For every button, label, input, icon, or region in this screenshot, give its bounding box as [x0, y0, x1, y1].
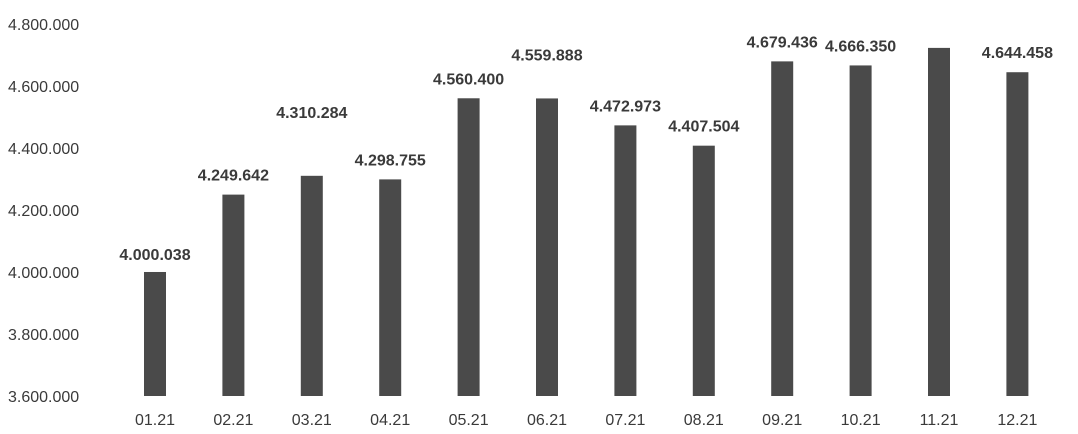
data-label: 4.559.888	[511, 47, 582, 64]
data-label: 4.310.284	[276, 105, 347, 122]
bar-05.21	[457, 98, 480, 396]
data-label: 4.298.755	[355, 152, 426, 169]
x-tick-label: 10.21	[841, 412, 881, 429]
data-label: 4.249.642	[198, 168, 269, 185]
y-tick-label: 3.600.000	[8, 389, 79, 406]
bar-12.21	[1006, 72, 1029, 396]
data-label: 4.472.973	[590, 98, 661, 115]
y-tick-label: 4.000.000	[8, 265, 79, 282]
bar-03.21	[300, 175, 323, 396]
x-tick-label: 02.21	[213, 412, 253, 429]
bar-04.21	[379, 179, 402, 396]
bar-09.21	[771, 61, 794, 396]
data-label: 4.560.400	[433, 71, 504, 88]
x-tick-label: 12.21	[997, 412, 1037, 429]
bar-02.21	[222, 194, 245, 396]
x-tick-label: 03.21	[292, 412, 332, 429]
y-tick-label: 4.800.000	[8, 17, 79, 34]
bar-01.21	[144, 271, 166, 396]
bar-07.21	[614, 125, 637, 397]
y-tick-label: 4.400.000	[8, 141, 79, 158]
data-labels: 4.000.038 4.249.642 4.310.284 4.298.755 4.56…	[119, 0, 1053, 264]
y-tick-label: 3.800.000	[8, 327, 79, 344]
y-axis: 3.600.000 3.800.000 4.000.000 4.200.000 4.40…	[8, 17, 79, 406]
bar-08.21	[692, 145, 715, 396]
x-tick-label: 08.21	[684, 412, 724, 429]
data-label: 4.679.436	[747, 34, 818, 51]
bar-11.21	[928, 47, 950, 396]
y-tick-label: 4.600.000	[8, 79, 79, 96]
x-axis: 01.21 02.21 03.21 04.21 05.21 06.21 07.21 08.21…	[135, 412, 1038, 429]
x-tick-label: 11.21	[920, 412, 959, 429]
bar-10.21	[849, 65, 872, 396]
data-label: 4.644.458	[982, 45, 1053, 62]
x-tick-label: 01.21	[135, 412, 175, 429]
data-label: 4.000.038	[119, 247, 190, 264]
data-label: 4.666.350	[825, 38, 896, 55]
bars	[144, 47, 1029, 397]
x-tick-label: 07.21	[605, 412, 645, 429]
data-label: 4.722.914	[903, 0, 974, 4]
x-tick-label: 04.21	[370, 412, 410, 429]
y-tick-label: 4.200.000	[8, 203, 79, 220]
data-label: 4.407.504	[668, 119, 739, 136]
x-tick-label: 05.21	[449, 412, 489, 429]
bar-06.21	[536, 98, 558, 396]
x-tick-label: 09.21	[762, 412, 802, 429]
x-tick-label: 06.21	[527, 412, 567, 429]
